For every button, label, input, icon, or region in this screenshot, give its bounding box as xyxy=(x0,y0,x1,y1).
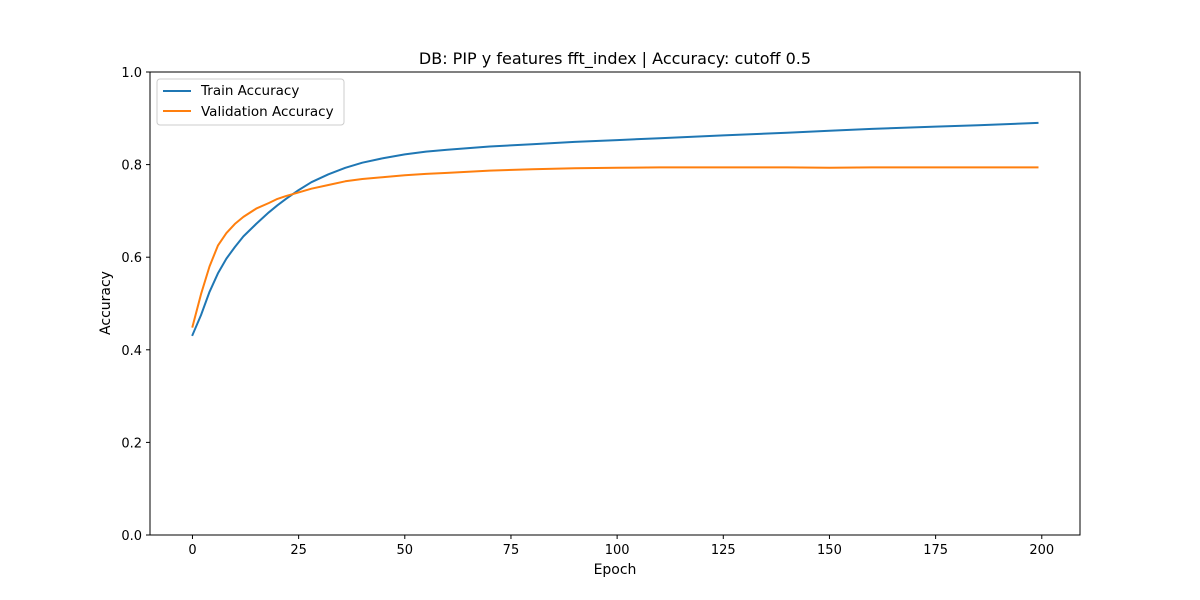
x-tick-label: 175 xyxy=(923,543,948,558)
legend: Train Accuracy Validation Accuracy xyxy=(156,78,345,126)
y-tick-label: 0.8 xyxy=(121,159,142,174)
y-tick-label: 0.6 xyxy=(121,251,142,266)
series-line-train xyxy=(191,121,1039,337)
x-axis: 0 25 50 75 100 125 150 175 200 xyxy=(188,535,1054,558)
legend-label-train: Train Accuracy xyxy=(200,83,299,99)
y-axis-title: Accuracy xyxy=(98,271,114,335)
y-tick-label: 0.0 xyxy=(121,529,142,544)
x-tick-label: 25 xyxy=(290,543,307,558)
y-tick-label: 0.2 xyxy=(121,436,142,451)
plot-area xyxy=(149,71,1081,536)
x-axis-title: Epoch xyxy=(594,562,637,578)
series-line-validation xyxy=(191,166,1039,328)
legend-box xyxy=(156,78,345,126)
y-tick-label: 0.4 xyxy=(121,344,142,359)
series-lines xyxy=(191,121,1039,337)
y-tick-label: 1.0 xyxy=(121,66,142,81)
x-tick-label: 200 xyxy=(1029,543,1054,558)
x-tick-label: 75 xyxy=(503,543,520,558)
chart-title: DB: PIP y features fft_index | Accuracy:… xyxy=(419,49,811,69)
y-axis: 0.0 0.2 0.4 0.6 0.8 1.0 xyxy=(121,66,150,544)
plot-frame xyxy=(149,71,1081,536)
legend-label-validation: Validation Accuracy xyxy=(201,104,334,120)
x-tick-label: 100 xyxy=(605,543,630,558)
x-tick-label: 125 xyxy=(711,543,736,558)
x-tick-label: 150 xyxy=(817,543,842,558)
x-tick-label: 50 xyxy=(397,543,414,558)
x-tick-label: 0 xyxy=(188,543,196,558)
